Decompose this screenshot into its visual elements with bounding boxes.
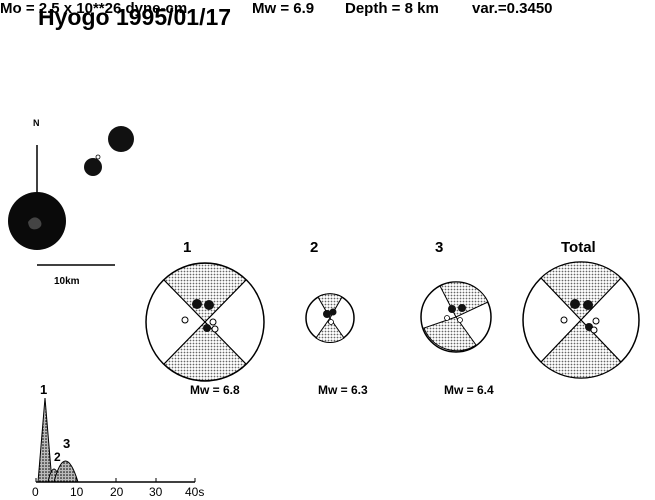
- epicenter-map: [8, 126, 134, 250]
- variance-value: var.=0.3450: [472, 0, 553, 17]
- stf-tick-40: 40s: [185, 485, 204, 499]
- source-circle-1: [108, 126, 134, 152]
- subevent-label-3: 3: [435, 239, 443, 256]
- stf-tick-0: 0: [32, 485, 39, 499]
- stf-tick-30: 30: [149, 485, 163, 499]
- stf-tick-20: 20: [110, 485, 124, 499]
- stf-peak-label-1: 1: [40, 382, 47, 397]
- subevent-mw-3: Mw = 6.4: [444, 383, 494, 397]
- subevent-mw-2: Mw = 6.3: [318, 383, 368, 397]
- mechanism-3: [420, 281, 492, 353]
- source-time-function: [35, 397, 196, 483]
- subevent-label-total: Total: [561, 239, 596, 256]
- scale-label: 10km: [54, 276, 80, 287]
- subevent-mw-1: Mw = 6.8: [190, 383, 240, 397]
- source-marker: [95, 154, 101, 160]
- stf-tick-10: 10: [70, 485, 84, 499]
- page-title: Hyogo 1995/01/17: [38, 4, 232, 30]
- source-texture: [28, 217, 42, 230]
- depth-value: Depth = 8 km: [345, 0, 439, 17]
- stf-pulse-3: [53, 460, 79, 483]
- subevent-label-2: 2: [310, 239, 318, 256]
- moment-value: Mo = 2.5 x 10**26 dyne-cm: [0, 0, 188, 17]
- north-label: N: [33, 118, 40, 128]
- stf-peak-label-2: 2: [54, 450, 61, 464]
- mechanism-1: [145, 262, 265, 382]
- subevent-label-1: 1: [183, 239, 191, 256]
- mechanism-total: [522, 261, 640, 379]
- magnitude-value: Mw = 6.9: [252, 0, 315, 17]
- mechanism-2: [305, 293, 355, 344]
- stf-pulse-1: [37, 397, 53, 483]
- stf-peak-label-3: 3: [63, 436, 70, 451]
- source-circle-2: [84, 158, 102, 176]
